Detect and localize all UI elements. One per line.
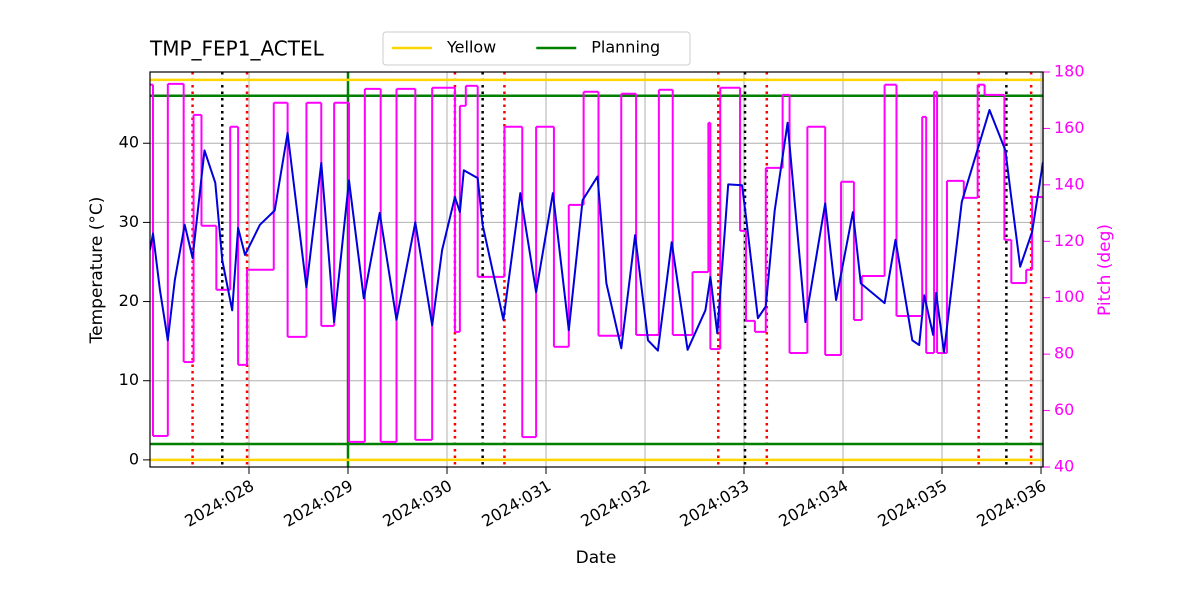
y2-tick-label: 180: [1054, 62, 1085, 81]
y-axis-label: Temperature (°C): [87, 197, 107, 345]
legend-label: Yellow: [446, 38, 496, 57]
y-tick-label: 40: [119, 133, 139, 152]
y-tick-label: 20: [119, 291, 139, 310]
plot-area: [150, 72, 1043, 467]
y-tick-label: 0: [129, 449, 139, 468]
y2-axis-label: Pitch (deg): [1095, 224, 1115, 316]
y2-tick-label: 120: [1054, 231, 1085, 250]
y-tick-label: 10: [119, 370, 139, 389]
y-tick-label: 30: [119, 212, 139, 231]
legend: Yellow Planning: [382, 31, 691, 66]
y2-tick-label: 40: [1054, 457, 1074, 476]
x-axis-label: Date: [576, 548, 617, 568]
chart-title: TMP_FEP1_ACTEL: [149, 37, 325, 61]
legend-label: Planning: [591, 38, 660, 57]
y2-tick-label: 160: [1054, 118, 1085, 137]
y2-tick-label: 80: [1054, 344, 1074, 363]
y2-tick-label: 140: [1054, 174, 1085, 193]
y2-tick-label: 60: [1054, 400, 1074, 419]
data-line: [150, 109, 1043, 354]
y2-tick-label: 100: [1054, 287, 1085, 306]
